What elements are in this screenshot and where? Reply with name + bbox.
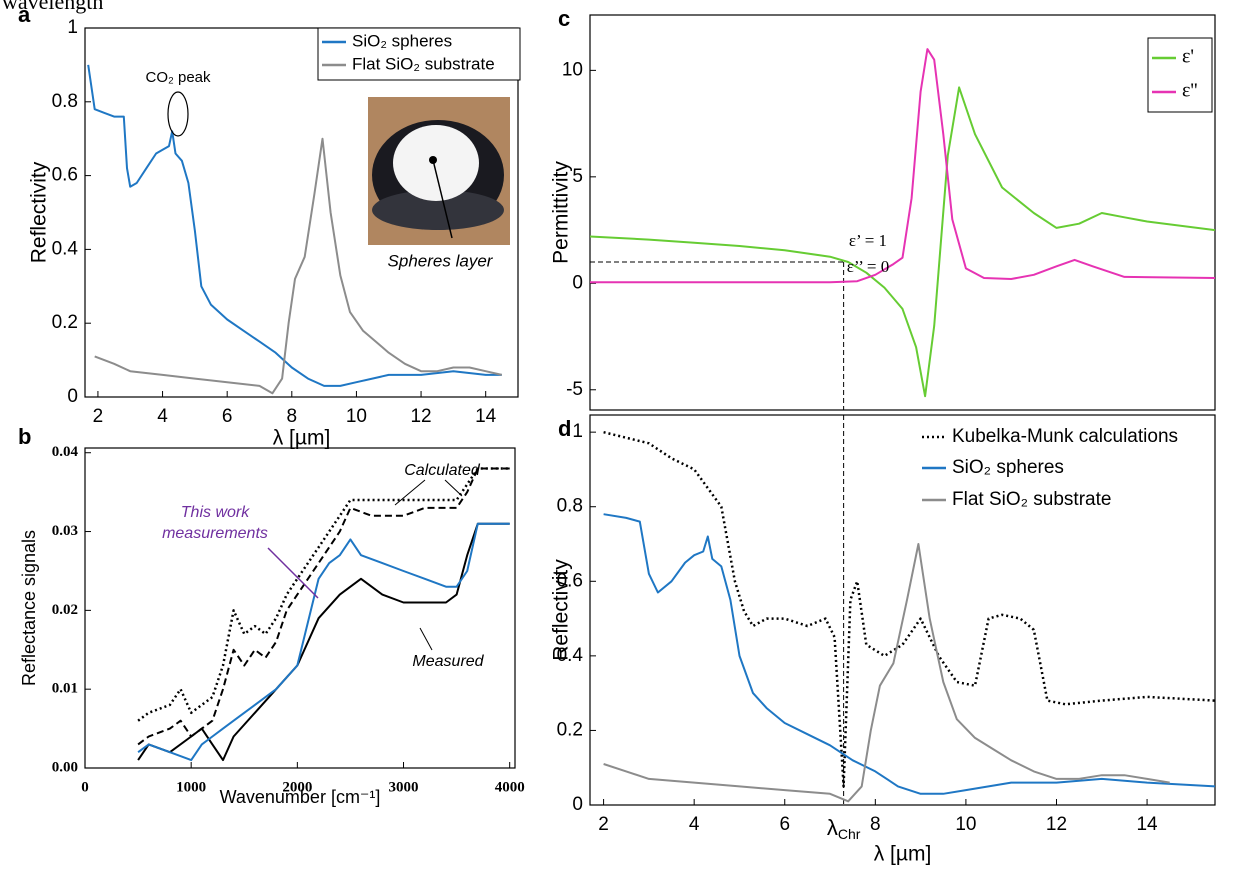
y-tick-label: 0.00 [52, 759, 78, 775]
measured-pointer [419, 627, 433, 651]
y-tick-label: 10 [562, 59, 583, 80]
this-work-annotation: measurements [162, 525, 268, 542]
x-tick-label: 12 [410, 406, 431, 427]
y-tick-label: 0.2 [557, 719, 583, 740]
x-tick-label: 10 [346, 406, 367, 427]
inset-photo [368, 97, 510, 245]
series-line [603, 513, 1215, 795]
y-tick-label: 0.8 [557, 496, 583, 517]
x-tick-label: 4 [689, 814, 700, 835]
series-line [137, 522, 510, 762]
series-line [94, 137, 503, 395]
x-tick-label: 6 [222, 406, 233, 427]
co2-annotation: CO₂ peak [145, 69, 211, 86]
x-tick-label: 4 [157, 406, 168, 427]
y-axis-label: Reflectivity [28, 161, 51, 263]
x-tick-label: 6 [779, 814, 790, 835]
x-axis-label: λ [µm] [874, 843, 932, 866]
panel-label: c [558, 6, 570, 31]
x-tick-label: 2 [93, 406, 104, 427]
x-tick-label: 4000 [495, 779, 525, 795]
this-work-annotation: This work [181, 504, 250, 521]
x-tick-label: 8 [287, 406, 298, 427]
plot-frame [589, 14, 1216, 411]
x-tick-label: 0 [81, 779, 89, 795]
y-tick-label: 0 [572, 794, 583, 815]
x-tick-label: 2 [598, 814, 609, 835]
x-tick-label: 8 [870, 814, 881, 835]
y-axis-label: Permittivity [550, 161, 573, 264]
co2-circle [167, 91, 189, 137]
eps1-annotation: ε’ = 1 [849, 231, 887, 250]
x-tick-label: 12 [1046, 814, 1067, 835]
y-tick-label: 0.6 [52, 165, 78, 186]
series-line [590, 86, 1215, 398]
legend-frame [1147, 37, 1213, 113]
y-tick-label: 0.2 [52, 312, 78, 333]
y-tick-label: 0 [67, 386, 78, 407]
x-tick-label: 14 [1136, 814, 1158, 835]
measured-annotation: Measured [412, 653, 484, 670]
y-tick-label: 1 [67, 17, 78, 38]
panel-label: b [18, 424, 31, 449]
y-tick-label: 5 [572, 166, 583, 187]
legend-label: ε' [1182, 46, 1194, 68]
calc-pointer [394, 479, 426, 506]
y-tick-label: 1 [572, 421, 583, 442]
lambda-chr-symbol: λ [827, 815, 838, 840]
series-line [137, 522, 510, 762]
plot-frame [84, 447, 516, 769]
series-line [590, 48, 1215, 284]
this-work-pointer [267, 547, 319, 599]
legend-label: SiO₂ spheres [952, 457, 1064, 478]
legend-label: SiO₂ spheres [352, 31, 452, 50]
eps2-annotation: ε’’ = 0 [847, 257, 890, 276]
y-tick-label: 0.6 [557, 570, 583, 591]
panel-label: d [558, 416, 571, 441]
calculated-annotation: Calculated [404, 462, 481, 479]
x-tick-label: 10 [955, 814, 976, 835]
legend-label: Flat SiO₂ substrate [352, 54, 495, 73]
plot-frame [589, 414, 1216, 806]
series-line [137, 467, 510, 722]
x-axis-label: Wavenumber [cm⁻¹] [220, 787, 381, 807]
caption-fragment: wavelength [2, 0, 103, 14]
y-axis-label: Reflectivity [550, 559, 573, 661]
y-tick-label: 0.04 [52, 444, 79, 460]
legend-label: Kubelka-Munk calculations [952, 426, 1178, 447]
series-line [603, 430, 1215, 788]
calc-pointer [444, 479, 463, 497]
y-tick-label: 0 [572, 272, 583, 293]
inset-annotation: Spheres layer [388, 251, 494, 270]
x-axis-label: λ [µm] [273, 427, 331, 450]
y-axis-label: Reflectance signals [19, 530, 39, 686]
panel-label: a [18, 2, 31, 27]
y-tick-label: 0.03 [52, 523, 78, 539]
x-tick-label: 2000 [282, 779, 312, 795]
series-line [87, 64, 502, 387]
x-tick-label: 3000 [389, 779, 419, 795]
legend-label: Flat SiO₂ substrate [952, 489, 1111, 510]
series-line [603, 543, 1170, 803]
x-tick-label: 14 [475, 406, 497, 427]
lambda-chr-label: λChr [827, 815, 861, 842]
y-tick-label: 0.4 [52, 238, 79, 259]
y-tick-label: 0.01 [52, 681, 78, 697]
y-tick-label: 0.02 [52, 602, 78, 618]
y-tick-label: 0.4 [557, 645, 584, 666]
legend-label: ε'' [1182, 80, 1198, 102]
plot-frame [84, 27, 519, 398]
y-tick-label: 0.8 [52, 91, 78, 112]
y-tick-label: -5 [566, 379, 583, 400]
lambda-chr-subscript: Chr [838, 826, 861, 842]
x-tick-label: 1000 [176, 779, 206, 795]
legend-frame [317, 27, 521, 81]
